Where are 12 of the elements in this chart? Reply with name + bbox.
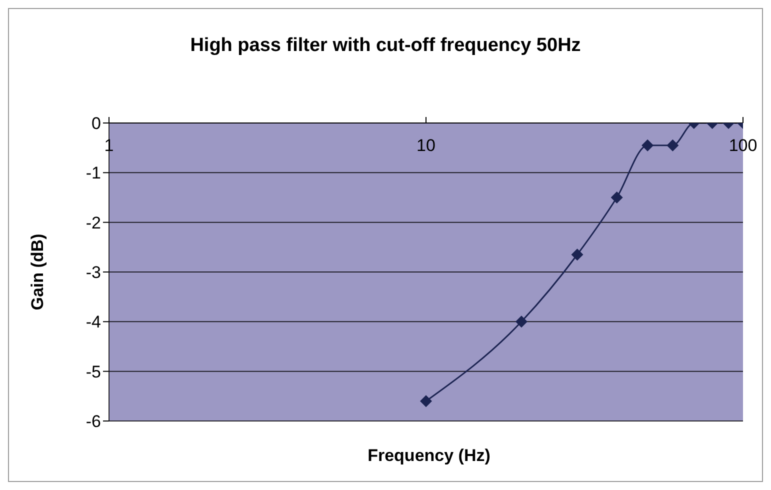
y-tick-label: -4 xyxy=(86,312,101,332)
y-tick-label: -1 xyxy=(86,164,101,183)
x-tick-label: 10 xyxy=(416,136,436,155)
chart-title: High pass filter with cut-off frequency 50Hz xyxy=(189,35,582,57)
y-tick-label: -5 xyxy=(86,362,101,382)
y-tick-label: -6 xyxy=(86,412,101,432)
x-axis-title: Frequency (Hz) xyxy=(366,446,492,466)
y-tick-label: -3 xyxy=(86,263,101,282)
y-tick-label: -2 xyxy=(86,213,101,232)
y-axis-title: Gain (dB) xyxy=(28,234,48,310)
y-tick-label: 0 xyxy=(92,114,101,134)
x-tick-label: 100 xyxy=(728,136,758,155)
